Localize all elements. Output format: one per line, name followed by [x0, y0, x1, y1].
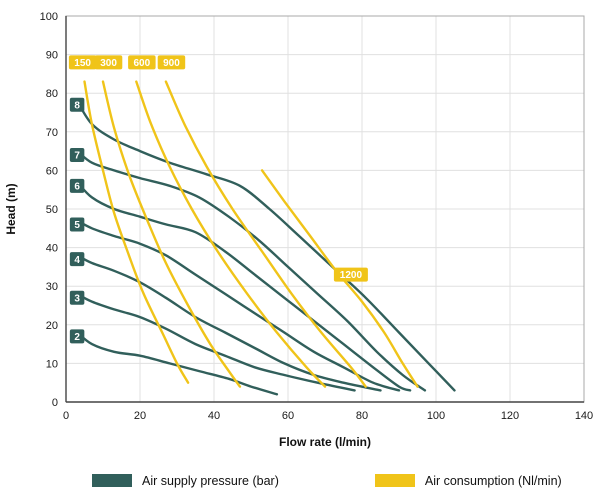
curve-label-text: 2 — [74, 332, 80, 343]
curve-label-pressure-5-bar: 5 — [69, 217, 85, 232]
curve-label-consumption-1200: 1200 — [333, 267, 368, 282]
y-tick-label: 50 — [46, 204, 58, 216]
plot-frame — [65, 15, 585, 403]
consumption-legend-label: Air consumption (Nl/min) — [424, 473, 562, 488]
curve-label-text: 5 — [74, 220, 80, 231]
x-tick-label: 60 — [282, 410, 294, 422]
curve-consumption-600 — [135, 80, 327, 388]
x-tick-label: 80 — [356, 410, 368, 422]
y-tick-label: 20 — [46, 320, 58, 332]
curve-pressure-6-bar — [75, 180, 412, 392]
pressure-legend-label: Air supply pressure (bar) — [142, 473, 279, 488]
curve-label-box — [94, 55, 123, 70]
curve-label-text: 1200 — [340, 270, 363, 281]
pressure-swatch — [92, 474, 132, 487]
curve-label-box — [333, 267, 368, 282]
curve-consumption-900 — [164, 80, 367, 388]
x-tick-label: 100 — [427, 410, 445, 422]
curve-label-consumption-600: 600 — [128, 55, 156, 70]
curve-label-text: 150 — [74, 58, 91, 69]
y-tick-label: 90 — [46, 50, 58, 62]
curve-label-text: 600 — [134, 58, 151, 69]
y-tick-label: 10 — [46, 358, 58, 370]
curve-series — [75, 80, 456, 396]
curve-label-pressure-3-bar: 3 — [69, 290, 85, 305]
curve-pressure-3-bar — [75, 292, 356, 392]
x-axis-label: Flow rate (l/min) — [279, 435, 371, 449]
curve-label-box — [69, 329, 85, 344]
curve-label-box — [69, 217, 85, 232]
curve-label-pressure-6-bar: 6 — [69, 178, 85, 193]
curve-label-pressure-8-bar: 8 — [69, 97, 85, 112]
curve-label-text: 8 — [74, 100, 80, 111]
curve-label-text: 7 — [74, 151, 80, 162]
curve-label-text: 6 — [74, 181, 80, 192]
curve-pressure-5-bar — [75, 219, 401, 392]
curve-label-box — [69, 252, 85, 267]
tick-labels: 0 20 40 60 80 100 120 140 0 10 20 30 40 50 60 70 80 90 100 — [40, 11, 594, 422]
curve-label-box — [69, 147, 85, 162]
curve-label-consumption-300: 300 — [94, 55, 123, 70]
y-tick-label: 30 — [46, 281, 58, 293]
y-tick-label: 80 — [46, 88, 58, 100]
curve-label-text: 300 — [100, 58, 117, 69]
curve-label-box — [128, 55, 156, 70]
grid-lines — [66, 16, 584, 402]
legend-item-air-supply-pressure: Air supply pressure (bar) — [92, 474, 279, 488]
legend-item-air-consumption: Air consumption (Nl/min) — [374, 473, 562, 488]
curve-pressure-8-bar — [75, 99, 456, 392]
y-tick-label: 0 — [52, 397, 58, 409]
curve-labels: 8 7 6 5 4 3 2 150 300 600 900 1200 — [68, 55, 368, 344]
curve-label-box — [69, 97, 85, 112]
curve-label-pressure-7-bar: 7 — [69, 147, 85, 162]
x-tick-label: 0 — [63, 410, 69, 422]
curve-label-pressure-4-bar: 4 — [69, 252, 85, 267]
pump-curve-chart: 0 20 40 60 80 100 120 140 0 10 20 30 40 50 60 70 80 90 100… — [4, 11, 594, 449]
curve-consumption-150 — [83, 80, 190, 384]
curve-consumption-300 — [101, 80, 242, 388]
y-tick-label: 60 — [46, 165, 58, 177]
curve-label-box — [69, 178, 85, 193]
curve-label-pressure-2-bar: 2 — [69, 329, 85, 344]
x-tick-label: 140 — [575, 410, 593, 422]
x-tick-label: 20 — [134, 410, 146, 422]
y-axis-label: Head (m) — [4, 183, 18, 234]
curve-label-text: 4 — [74, 255, 80, 266]
curve-label-box — [69, 290, 85, 305]
y-tick-label: 40 — [46, 243, 58, 255]
x-tick-label: 40 — [208, 410, 220, 422]
y-tick-label: 100 — [40, 11, 58, 23]
chart-legend: Air supply pressure (bar) Air consumptio… — [0, 460, 606, 500]
curve-label-consumption-900: 900 — [157, 55, 186, 70]
curve-label-text: 3 — [74, 293, 80, 304]
curve-label-box — [157, 55, 186, 70]
curve-consumption-1200 — [260, 169, 419, 388]
curve-label-text: 900 — [163, 58, 180, 69]
curve-pressure-4-bar — [75, 254, 382, 392]
y-tick-label: 70 — [46, 127, 58, 139]
x-tick-label: 120 — [501, 410, 519, 422]
consumption-swatch — [374, 474, 415, 487]
curve-label-consumption-150: 150 — [68, 55, 97, 70]
curve-pressure-2-bar — [75, 331, 279, 396]
curve-pressure-7-bar — [75, 149, 427, 392]
curve-label-box — [68, 55, 97, 70]
